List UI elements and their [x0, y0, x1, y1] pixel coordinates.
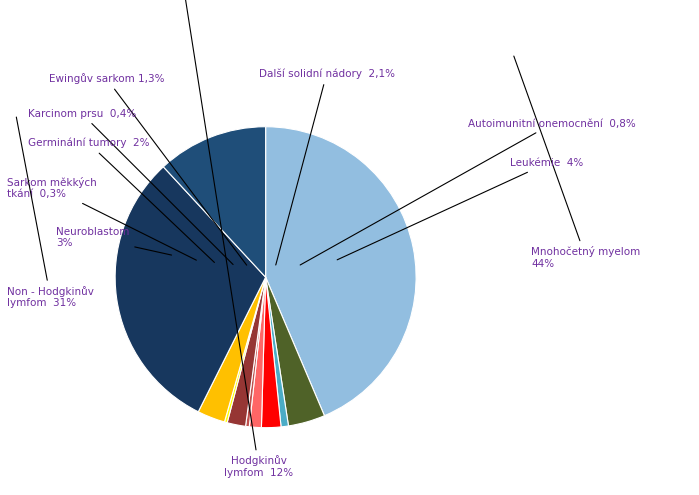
- Text: Autoimunitní onemocnění  0,8%: Autoimunitní onemocnění 0,8%: [300, 119, 636, 265]
- Text: Germinální tumory  2%: Germinální tumory 2%: [28, 138, 215, 262]
- Text: Mnohočetný myelom
44%: Mnohočetný myelom 44%: [514, 56, 640, 269]
- Wedge shape: [115, 167, 266, 412]
- Wedge shape: [266, 277, 324, 426]
- Text: Neuroblastom
3%: Neuroblastom 3%: [56, 227, 171, 255]
- Wedge shape: [224, 277, 266, 423]
- Wedge shape: [245, 277, 266, 427]
- Wedge shape: [250, 277, 266, 428]
- Wedge shape: [266, 277, 289, 427]
- Text: Ewingův sarkom 1,3%: Ewingův sarkom 1,3%: [49, 73, 247, 265]
- Wedge shape: [164, 127, 266, 277]
- Text: Non - Hodgkinův
lymfom  31%: Non - Hodgkinův lymfom 31%: [7, 117, 94, 308]
- Wedge shape: [199, 277, 266, 422]
- Text: Další solidní nádory  2,1%: Další solidní nádory 2,1%: [259, 69, 395, 265]
- Wedge shape: [227, 277, 266, 426]
- Wedge shape: [266, 127, 416, 416]
- Wedge shape: [261, 277, 281, 428]
- Text: Leukémie  4%: Leukémie 4%: [337, 158, 584, 260]
- Text: Hodgkinův
lymfom  12%: Hodgkinův lymfom 12%: [174, 0, 293, 478]
- Text: Karcinom prsu  0,4%: Karcinom prsu 0,4%: [28, 109, 233, 264]
- Text: Sarkom měkkých
tkání  0,3%: Sarkom měkkých tkání 0,3%: [7, 177, 196, 260]
